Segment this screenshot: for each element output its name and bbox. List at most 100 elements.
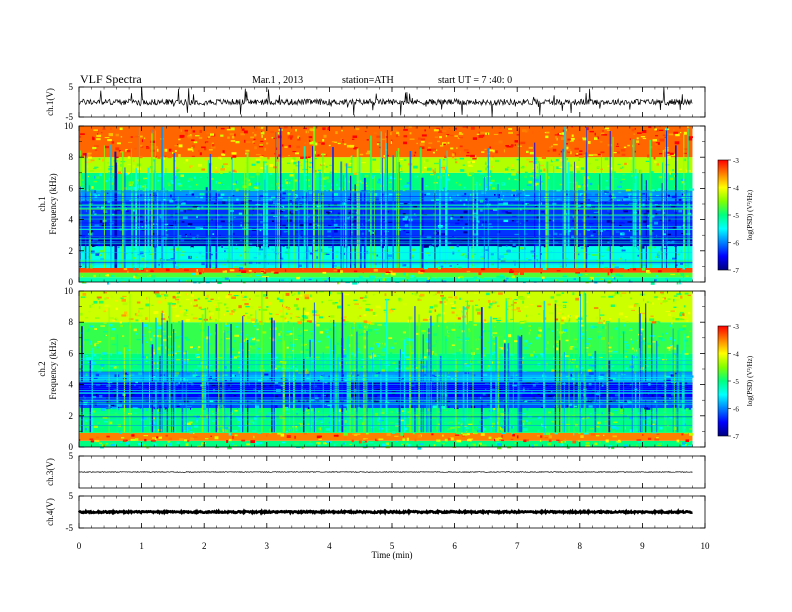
psd-speckle [456,352,461,355]
psd-speckle [528,180,533,184]
psd-speckle [353,146,356,150]
psd-speckle [636,140,640,143]
psd-speckle [663,441,665,445]
psd-speckle [94,213,97,216]
psd-speckle [325,253,330,255]
psd-speckle [235,244,237,246]
psd-speckle [650,320,655,323]
psd-speckle [193,305,198,307]
psd-speckle [437,441,442,444]
psd-speckle [89,221,94,223]
psd-speckle [210,279,216,283]
psd-speckle [198,306,202,309]
psd-speckle [555,345,558,347]
psd-speckle [673,306,677,309]
psd-speckle [405,224,409,228]
psd-speckle [192,432,195,434]
psd-speckle [314,321,317,324]
psd-speckle [161,442,166,445]
psd-speckle [173,176,178,179]
psd-speckle [256,328,259,331]
psd-speckle [499,336,504,338]
psd-speckle [451,305,455,308]
psd-speckle [594,170,596,174]
psd-speckle [410,429,414,432]
tone-line [79,241,693,243]
psd-speckle [482,134,485,137]
psd-speckle [659,153,663,155]
psd-speckle [531,172,536,174]
psd-speckle [239,267,244,270]
psd-speckle [326,189,329,192]
psd-speckle [250,314,253,316]
psd-speckle [646,210,652,213]
psd-speckle [120,163,122,167]
psd-speckle [185,319,190,322]
psd-speckle [107,162,109,164]
psd-speckle [325,165,328,168]
psd-speckle [205,381,209,384]
psd-speckle [292,157,296,160]
psd-speckle [677,270,679,273]
psd-speckle [463,168,467,170]
psd-speckle [485,393,488,397]
psd-speckle [158,322,163,325]
psd-speckle [115,147,120,151]
psd-speckle [558,440,563,444]
psd-speckle [419,443,424,446]
psd-speckle [681,193,685,196]
psd-speckle [656,205,661,208]
psd-speckle [403,163,407,165]
psd-speckle [167,291,169,294]
psd-speckle [105,180,108,183]
psd-speckle [319,291,324,293]
psd-speckle [262,274,268,276]
psd-speckle [285,318,288,322]
psd-speckle [330,320,332,323]
sferic-streak [307,126,308,268]
psd-speckle [226,394,229,398]
psd-speckle [222,165,224,169]
psd-speckle [688,407,691,410]
psd-speckle [402,213,406,216]
psd-speckle [560,150,563,153]
psd-speckle [559,265,562,268]
psd-speckle [588,149,590,153]
psd-speckle [135,276,140,280]
psd-speckle [309,274,314,278]
psd-speckle [218,197,224,199]
psd-speckle [589,356,593,359]
psd-speckle [246,316,251,320]
psd-speckle [526,292,530,295]
psd-speckle [615,231,620,233]
psd-speckle [599,244,603,246]
psd-speckle [600,151,605,154]
psd-speckle [654,296,658,299]
psd-speckle [523,320,527,324]
psd-speckle [222,263,226,266]
psd-speckle [135,438,139,441]
psd-speckle [126,247,130,250]
psd-speckle [282,224,286,228]
psd-speckle [337,178,339,181]
psd-speckle [528,161,534,163]
psd-speckle [567,138,572,141]
tone-line [79,263,693,265]
psd-speckle [113,366,119,369]
psd-speckle [256,274,261,277]
psd-speckle [258,248,264,251]
psd-speckle [164,155,167,158]
psd-speckle [197,346,201,348]
psd-speckle [559,398,564,401]
psd-speckle [511,275,515,279]
psd-speckle [511,359,514,361]
psd-speckle [226,249,231,252]
psd-speckle [405,356,409,359]
psd-speckle [362,300,367,302]
psd-speckle [394,370,397,373]
psd-speckle [254,189,259,191]
psd-speckle [244,139,246,143]
psd-speckle [376,388,382,391]
psd-speckle [602,268,607,270]
psd-speckle [451,344,456,347]
